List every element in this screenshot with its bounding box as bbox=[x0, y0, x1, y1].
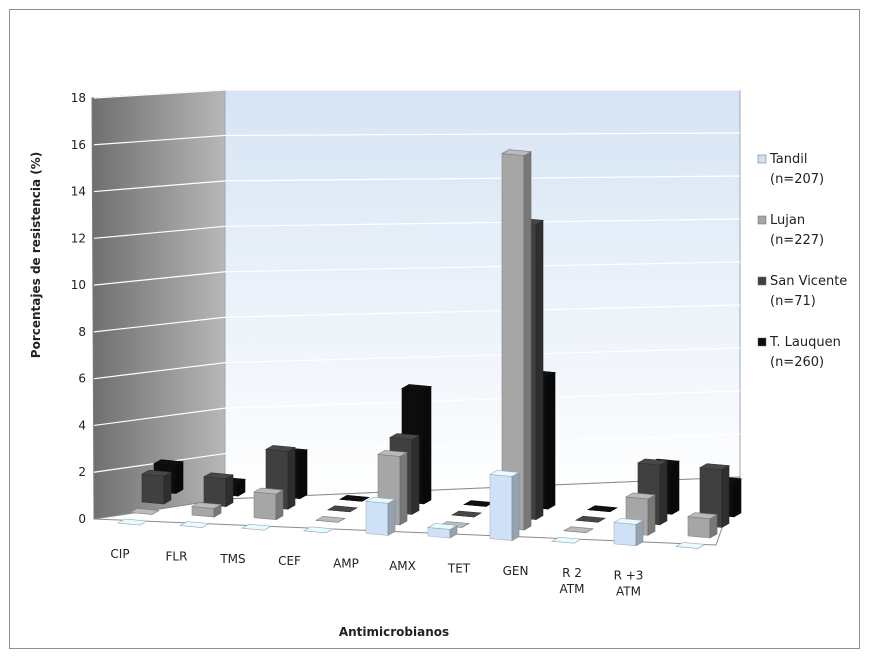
bar-lujan-3 bbox=[315, 515, 346, 523]
gridline-back bbox=[224, 132, 741, 137]
legend-swatch bbox=[757, 337, 767, 347]
bar-tandil-1 bbox=[179, 521, 210, 528]
y-tick-label: 16 bbox=[71, 138, 86, 152]
bar-tandil-4 bbox=[365, 496, 396, 536]
gridline-side bbox=[93, 180, 226, 193]
legend-label: T. Lauquen bbox=[769, 335, 841, 350]
chart-svg: 0 2 4 6 8 10 12 14 16 18 CIP FLR TMS CEF AMP AMX TET GEN… bbox=[29, 89, 847, 639]
gridline-back bbox=[224, 304, 741, 318]
bar-san-vicente-0 bbox=[141, 469, 172, 505]
bar-tandil-3 bbox=[303, 526, 334, 534]
gridline-back bbox=[224, 347, 741, 364]
gridline-back bbox=[224, 390, 741, 409]
legend-label: Lujan bbox=[770, 213, 805, 228]
legend-count: (n=260) bbox=[770, 355, 824, 370]
legend-swatch bbox=[757, 215, 767, 225]
legend-swatch bbox=[757, 276, 767, 286]
legend-count: (n=227) bbox=[770, 233, 824, 248]
bar-san-vicente-3 bbox=[327, 505, 358, 513]
x-tick-label: R 2 bbox=[562, 566, 582, 580]
gridline-side bbox=[93, 134, 226, 146]
y-tick-label: 0 bbox=[78, 512, 86, 526]
side-wall bbox=[91, 89, 226, 520]
chart-frame: 0 2 4 6 8 10 12 14 16 18 CIP FLR TMS CEF AMP AMX TET GEN… bbox=[9, 9, 860, 649]
x-tick-label: FLR bbox=[166, 549, 188, 563]
bar-tandil-2 bbox=[241, 523, 272, 531]
gridline-back bbox=[224, 433, 741, 455]
legend-label: San Vicente bbox=[770, 274, 847, 289]
y-axis-title: Porcentajes de resistencia (%) bbox=[29, 152, 43, 358]
bar-san-vicente-1 bbox=[203, 472, 234, 508]
gridline-back bbox=[224, 175, 741, 182]
bar-lujan-7 bbox=[563, 526, 594, 534]
y-axis-ticks: 0 2 4 6 8 10 12 14 16 18 bbox=[71, 91, 86, 526]
x-tick-label: CIP bbox=[110, 547, 129, 561]
x-tick-label: ATM bbox=[616, 585, 641, 599]
x-tick-label: ATM bbox=[560, 582, 585, 596]
gridline-back bbox=[224, 218, 741, 227]
x-axis-categories: CIP FLR TMS CEF AMP AMX TET GEN R 2 ATM R +3 ATM bbox=[110, 547, 643, 599]
x-axis-title: Antimicrobianos bbox=[339, 625, 449, 639]
back-wall bbox=[224, 89, 741, 500]
y-tick-label: 8 bbox=[78, 325, 86, 339]
bar-san-vicente-5 bbox=[451, 510, 482, 518]
legend-label: Tandil bbox=[769, 152, 807, 167]
x-tick-label: TMS bbox=[219, 552, 245, 566]
bar-tandil-0 bbox=[117, 518, 148, 526]
bar-lujan-9 bbox=[687, 512, 718, 539]
x-tick-label: AMX bbox=[389, 559, 416, 573]
legend-count: (n=71) bbox=[770, 294, 816, 309]
bar-tandil-9 bbox=[675, 542, 706, 549]
bar-lujan-1 bbox=[191, 502, 222, 518]
bar-san-vicente-9 bbox=[699, 463, 730, 528]
gridline-side bbox=[93, 362, 226, 380]
legend-count: (n=207) bbox=[770, 172, 824, 187]
x-tick-label: TET bbox=[447, 561, 471, 575]
gridline-side bbox=[93, 89, 226, 99]
bar-t-lauquen-3 bbox=[339, 494, 370, 502]
bar-lujan-0 bbox=[129, 508, 160, 515]
bar-tandil-5 bbox=[427, 523, 458, 539]
legend-swatch bbox=[757, 154, 767, 164]
bar-t-lauquen-7 bbox=[587, 505, 618, 513]
y-tick-label: 2 bbox=[78, 465, 86, 479]
x-tick-label: GEN bbox=[503, 564, 529, 578]
legend: Tandil (n=207) Lujan (n=227) San Vicente (n=7… bbox=[757, 152, 847, 370]
bar-san-vicente-7 bbox=[575, 515, 606, 523]
y-tick-label: 18 bbox=[71, 91, 86, 105]
y-tick-label: 6 bbox=[78, 372, 86, 386]
gridline-side bbox=[93, 271, 226, 286]
bar-tandil-7 bbox=[551, 536, 582, 544]
y-tick-label: 12 bbox=[71, 231, 86, 245]
x-tick-label: CEF bbox=[278, 554, 301, 568]
y-tick-label: 10 bbox=[71, 278, 86, 292]
bar-lujan-2 bbox=[253, 487, 284, 521]
gridline-side bbox=[93, 225, 226, 239]
bar-tandil-8 bbox=[613, 518, 644, 547]
gridline-side bbox=[93, 316, 226, 333]
x-tick-label: R +3 bbox=[614, 569, 644, 583]
x-tick-label: AMP bbox=[333, 557, 359, 571]
bar-lujan-6 bbox=[501, 149, 532, 531]
bar-tandil-6 bbox=[489, 470, 520, 542]
bars bbox=[117, 149, 742, 549]
gridline-side bbox=[93, 407, 226, 427]
y-tick-label: 4 bbox=[78, 418, 86, 432]
y-tick-label: 14 bbox=[71, 185, 86, 199]
gridline-back bbox=[224, 261, 741, 273]
